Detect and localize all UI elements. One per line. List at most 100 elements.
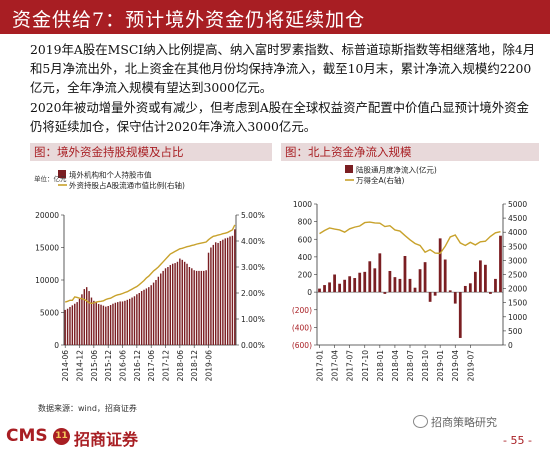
x-tick-label: 2017-10 [361,350,370,382]
x-tick-label: 2017-04 [331,350,340,382]
northbound-flow-chart: 陆股通月度净流入(亿元)万得全A(右轴) (600) (400) (200) 0 200 4… [292,165,527,382]
x-tick-label: 2018-04 [391,350,400,382]
bar-mark [217,242,219,345]
bar-mark [74,303,76,345]
bar-mark [85,287,88,345]
bar-mark [138,293,140,345]
bar-mark [418,269,422,293]
slide-title-bar: 资金供给7：预计境外资金仍将延续加仓 [0,0,550,34]
y-tick-label: 800 [298,218,313,227]
bar-mark [152,282,155,345]
bar-mark [438,238,442,293]
x-tick-label: 2014-12 [76,350,85,382]
bar-mark [131,297,133,345]
line-series-mark [64,224,236,305]
y2-tick-label: 1000 [508,313,527,322]
bar-mark [100,304,102,345]
x-tick-label: 2015-06 [90,350,99,382]
slide-title: 资金供给7：预计境外资金仍将延续加仓 [12,9,366,31]
legend-line-label: 外资持股占A股流通市值比例(右轴) [69,180,185,190]
bar-mark [333,274,336,293]
bar-mark [164,268,167,345]
bar-mark [403,255,407,293]
bar-mark [428,292,432,302]
bar-mark [433,292,437,296]
bar-mark [398,278,402,293]
y2-tick-label: 3000 [508,256,527,265]
y2-tick-label: 1.00% [241,315,265,324]
bar-mark [83,289,86,345]
y-tick-label: (400) [292,323,312,332]
y-tick-label: 1000 [293,200,312,209]
y2-tick-label: 4.00% [241,237,265,246]
bar-mark [478,260,482,293]
brand-name: 招商证券 [74,430,139,449]
bar-mark [219,241,222,345]
bar-mark [119,301,121,345]
bar-mark [71,305,74,345]
bar-mark [64,309,66,345]
y2-tick-label: 4000 [508,228,527,237]
y-tick-label: (200) [292,306,312,315]
bar-mark [162,270,164,345]
y2-tick-label: 4500 [508,214,527,223]
bar-mark [234,229,236,345]
data-source: 数据来源：wind，招商证券 [38,404,137,413]
y2-tick-label: 500 [508,327,523,336]
bar-mark [191,268,193,345]
x-tick-label: 2014-06 [61,350,70,382]
y-tick-label: 10000 [35,276,59,285]
bar-mark [76,302,78,345]
y2-tick-label: 5.00% [241,211,265,220]
x-tick-label: 2017-12 [162,350,171,382]
bar-mark [328,282,331,293]
bar-mark [109,305,112,345]
y2-tick-label: 5000 [508,200,527,209]
bar-mark [323,285,326,293]
x-tick-label: 2018-01 [376,350,385,382]
bar-mark [148,287,150,345]
bar-mark [494,278,497,293]
bar-mark [69,306,71,345]
left-chart-title: 图：境外资金持股规模及占比 [34,145,184,159]
bar-mark [124,300,126,345]
bar-mark [318,288,321,293]
y-tick-label: 400 [298,253,313,262]
bar-mark [88,291,90,345]
wechat-name: 招商策略研究 [431,416,497,429]
wechat-account: 招商策略研究 [413,414,497,430]
bar-mark [174,263,176,345]
line-series-mark [319,221,501,255]
x-tick-label: 2019-07 [466,350,475,382]
paragraph-2: 2020年被动增量外资或有减少，但考虑到A股在全球权益资产配置中价值凸显预计境外… [30,100,529,134]
bar-mark [93,300,95,345]
bar-mark [214,242,217,345]
bar-mark [373,268,377,293]
legend-bar-swatch [345,165,353,173]
bar-mark [378,253,382,293]
bar-mark [473,271,477,293]
bar-mark [231,235,234,345]
bar-mark [121,301,124,345]
bar-mark [224,238,226,345]
bar-mark [145,288,148,345]
bar-mark [126,299,129,345]
bar-mark [368,261,372,293]
bar-mark [155,280,157,345]
x-tick-label: 2018-07 [406,350,415,382]
bar-mark [171,263,174,345]
x-tick-label: 2017-06 [147,350,156,382]
bar-mark [128,298,131,345]
brand-badge-icon: 11 [53,428,70,445]
bar-mark [358,272,362,293]
bar-mark [143,289,145,345]
bar-mark [413,287,417,293]
bar-mark [489,292,492,294]
legend-bar-swatch [58,170,66,178]
y2-tick-label: 2000 [508,285,527,294]
x-tick-label: 2018-10 [421,350,430,382]
y2-tick-label: 2500 [508,271,527,280]
bar-mark [179,258,181,345]
bar-mark [181,259,183,345]
y2-tick-label: 0 [508,341,513,350]
